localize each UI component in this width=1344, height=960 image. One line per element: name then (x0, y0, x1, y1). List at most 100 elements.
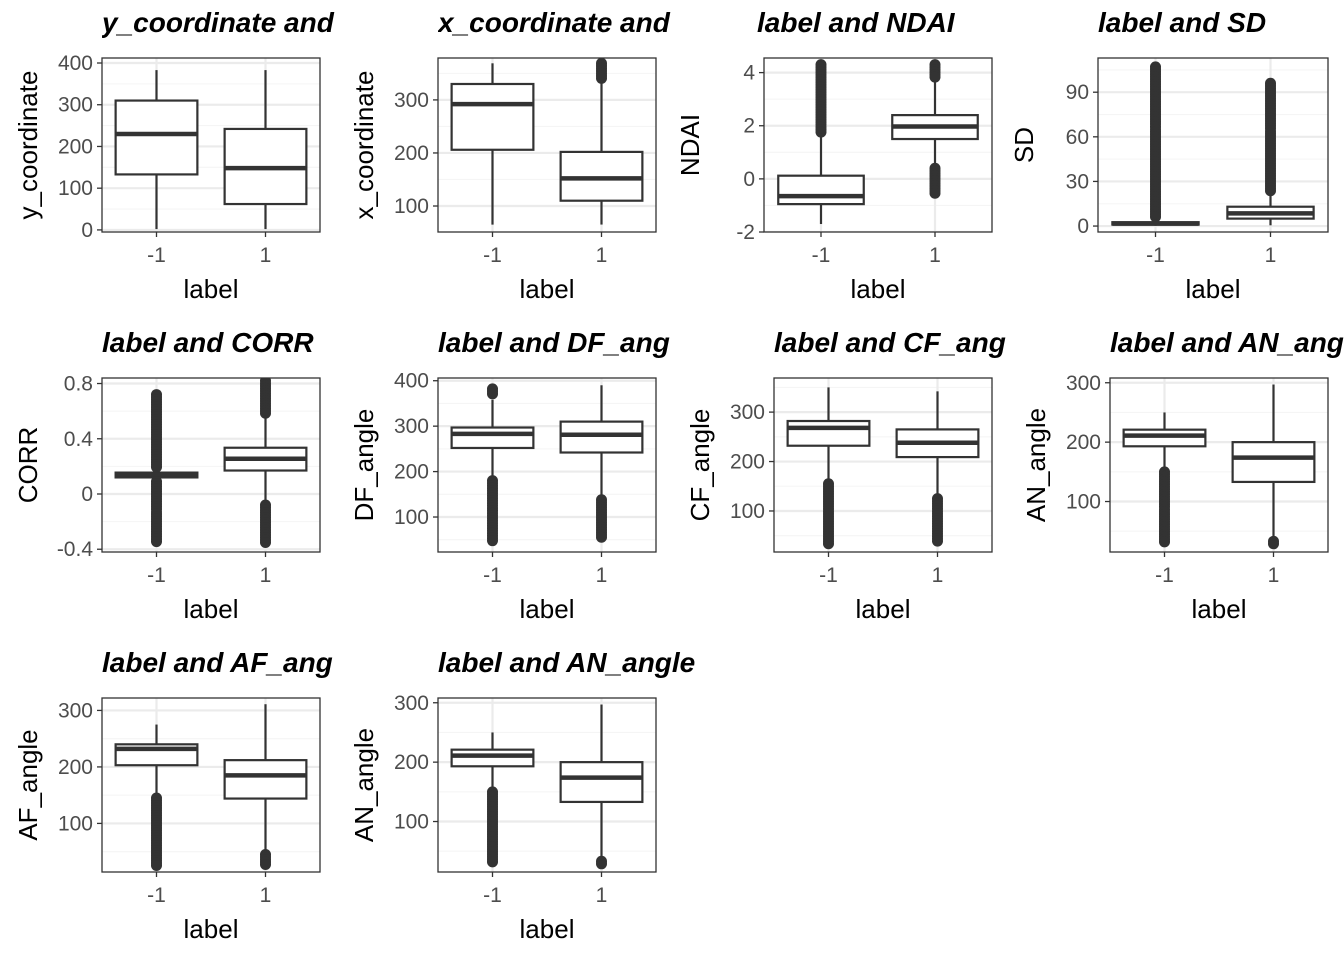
y-tick-label: 0.8 (64, 373, 93, 396)
panel-10: 100 200 300 -1 1 label AN_angle label and AN_an… (349, 647, 695, 944)
y-tick-label: 400 (58, 52, 93, 75)
y-axis-title: x_coordinate (349, 71, 379, 220)
y-axis-title: AN_angle (1021, 408, 1051, 522)
plot-area (777, 59, 979, 225)
x-tick-label: 1 (260, 244, 272, 267)
x-axis-title: label (856, 594, 911, 624)
y-tick-label: 300 (730, 401, 765, 424)
x-tick-label: 1 (929, 244, 941, 267)
y-axis-title: CF_angle (685, 409, 715, 522)
x-tick-label: 1 (260, 564, 272, 587)
y-tick-label: 300 (1066, 372, 1101, 395)
box-body (559, 761, 644, 804)
y-tick-label: 60 (1066, 126, 1089, 149)
x-axis-title: label (1186, 274, 1241, 304)
y-tick-label: 200 (394, 142, 429, 165)
y-tick-label: 30 (1066, 170, 1089, 193)
y-axis-title: AN_angle (349, 728, 379, 842)
outlier-point (929, 71, 941, 83)
y-tick-label: 0 (1077, 215, 1089, 238)
y-tick-label: 100 (1066, 491, 1101, 514)
x-tick-label: -1 (483, 244, 502, 267)
y-tick-label: 100 (58, 812, 93, 835)
outlier-point (260, 858, 271, 870)
x-axis-title: label (520, 914, 575, 944)
outlier-point (487, 388, 498, 400)
box--1 (1111, 61, 1200, 226)
panel-border (101, 697, 321, 873)
box--1 (450, 732, 535, 868)
panel-border (101, 57, 321, 233)
plot-area (114, 704, 308, 871)
y-tick-label: 300 (394, 415, 429, 438)
y-tick-label: 90 (1066, 81, 1089, 104)
x-tick-label: 1 (596, 564, 608, 587)
y-axis-title: NDAI (675, 114, 705, 176)
y-tick-label: 0 (81, 219, 93, 242)
x-axis-title: label (520, 594, 575, 624)
plot-area (450, 58, 644, 225)
box--1 (114, 724, 199, 871)
panel-background (438, 378, 656, 552)
x-tick-label: -1 (147, 564, 166, 587)
plot-area (450, 704, 644, 870)
box--1 (114, 70, 199, 230)
box-body (1122, 428, 1207, 448)
outlier-point (929, 187, 941, 199)
panel-border (1097, 57, 1329, 233)
y-axis-title: y_coordinate (13, 71, 43, 220)
box-1 (891, 59, 979, 199)
y-tick-label: 300 (394, 89, 429, 112)
panel-title: label and SD (1098, 7, 1266, 38)
y-tick-label: 300 (58, 699, 93, 722)
plot-area (114, 70, 308, 230)
box-body (223, 759, 308, 800)
panel-title: label and AN_ang (1110, 327, 1344, 358)
panel-title: label and DF_ang (438, 327, 670, 358)
y-tick-label: 100 (394, 811, 429, 834)
y-tick-label: 200 (1066, 431, 1101, 454)
outlier-point (596, 72, 607, 84)
x-tick-label: 1 (1268, 564, 1280, 587)
y-tick-label: 300 (394, 692, 429, 715)
outlier-point (1159, 536, 1170, 548)
panel-7: 100 200 300 -1 1 label CF_angle label and CF_an… (685, 327, 1006, 624)
panel-2: 100 200 300 -1 1 label x_coordinate x_coordinat… (349, 7, 671, 304)
panel-9: 100 200 300 -1 1 label AF_angle label and AF_an… (13, 647, 333, 944)
box-1 (223, 70, 308, 230)
panel-border (763, 57, 993, 233)
y-tick-label: 200 (394, 461, 429, 484)
box--1 (114, 389, 199, 548)
panel-4: 0 30 60 90 -1 1 label SD label and SD (1009, 7, 1329, 304)
box-body (786, 419, 871, 447)
panel-5: -0.4 0 0.4 0.8 -1 1 label CORR label and CORR (13, 327, 321, 624)
outlier-point (487, 535, 498, 547)
panel-title: label and NDAI (757, 7, 956, 38)
outlier-point (260, 537, 271, 549)
box-1 (895, 391, 980, 547)
x-tick-label: 1 (1265, 244, 1277, 267)
x-tick-label: 1 (596, 884, 608, 907)
outlier-point (151, 461, 162, 473)
box-body (450, 426, 535, 450)
y-tick-label: 2 (743, 115, 755, 138)
panel-title: x_coordinate and (436, 7, 671, 38)
box-1 (1231, 384, 1316, 550)
panel-border (1109, 377, 1329, 553)
y-tick-label: 0.4 (64, 428, 94, 451)
y-axis-title: DF_angle (349, 409, 379, 522)
panel-1: 0 100 200 300 400 -1 1 label y_coordinate y_coord… (13, 7, 335, 304)
outlier-point (151, 859, 162, 871)
outlier-point (151, 536, 162, 548)
panel-border (773, 377, 993, 553)
y-axis-title: AF_angle (13, 729, 43, 840)
x-axis-title: label (851, 274, 906, 304)
panel-border (437, 57, 657, 233)
box-body (559, 420, 644, 454)
x-tick-label: 1 (596, 244, 608, 267)
plot-area (786, 387, 980, 550)
box-body (1231, 441, 1316, 484)
plot-area (114, 378, 308, 549)
y-tick-label: 100 (394, 506, 429, 529)
panel-border (437, 377, 657, 553)
